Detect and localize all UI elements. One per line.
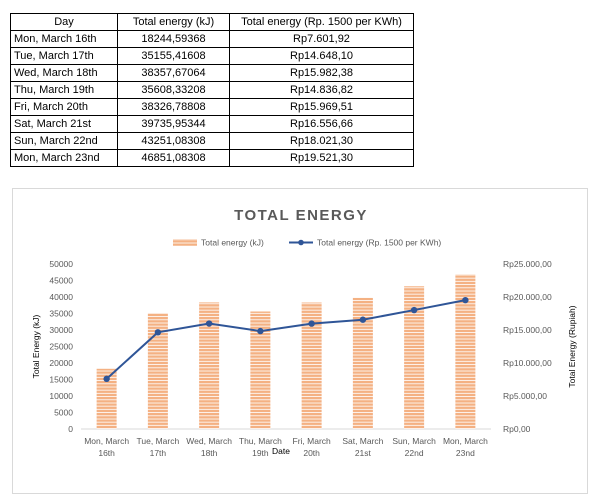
y-axis-title: Total Energy (kJ) bbox=[31, 314, 41, 378]
y2-tick-label: Rp5.000,00 bbox=[503, 391, 547, 401]
cell-energy-kj: 39735,95344 bbox=[117, 115, 230, 133]
y2-tick-label: Rp15.000,00 bbox=[503, 325, 552, 335]
legend-line-label: Total energy (Rp. 1500 per KWh) bbox=[317, 238, 441, 248]
x-tick-label: 20th bbox=[303, 448, 320, 458]
cell-day: Mon, March 16th bbox=[10, 30, 118, 48]
cell-day: Sun, March 22nd bbox=[10, 132, 118, 150]
bar bbox=[404, 286, 425, 429]
table-row: Mon, March 23nd 46851,08308 Rp19.521,30 bbox=[10, 149, 414, 167]
cell-energy-kj: 18244,59368 bbox=[117, 30, 230, 48]
chart-title: TOTAL ENERGY bbox=[234, 207, 368, 224]
y-tick-label: 10000 bbox=[49, 391, 73, 401]
table-row: Mon, March 16th 18244,59368 Rp7.601,92 bbox=[10, 30, 414, 48]
cell-energy-kj: 46851,08308 bbox=[117, 149, 230, 167]
table-header-row: Day Total energy (kJ) Total energy (Rp. … bbox=[10, 13, 414, 31]
cell-energy-rp: Rp14.836,82 bbox=[229, 81, 414, 99]
y-tick-label: 45000 bbox=[49, 276, 73, 286]
x-tick-label: Wed, March bbox=[186, 436, 232, 446]
cell-energy-kj: 35608,33208 bbox=[117, 81, 230, 99]
cell-day: Sat, March 21st bbox=[10, 115, 118, 133]
table-row: Thu, March 19th 35608,33208 Rp14.836,82 bbox=[10, 81, 414, 99]
legend-line-marker bbox=[298, 239, 304, 246]
line-point bbox=[410, 306, 418, 314]
y-tick-label: 15000 bbox=[49, 375, 73, 385]
line-point bbox=[257, 327, 264, 335]
cell-energy-rp: Rp15.969,51 bbox=[229, 98, 414, 116]
y2-axis-title: Total Energy (Rupiah) bbox=[567, 305, 577, 387]
table-row: Fri, March 20th 38326,78808 Rp15.969,51 bbox=[10, 98, 414, 116]
table-row: Sat, March 21st 39735,95344 Rp16.556,66 bbox=[10, 115, 414, 133]
energy-chart: TOTAL ENERGY Total energy (kJ) Total energ… bbox=[31, 207, 577, 458]
cell-day: Mon, March 23nd bbox=[10, 149, 118, 167]
line-point bbox=[359, 316, 367, 323]
table-row: Wed, March 18th 38357,67064 Rp15.982,38 bbox=[10, 64, 414, 82]
x-tick-label: Tue, March bbox=[137, 436, 180, 446]
bar bbox=[199, 302, 220, 429]
header-energy-rp: Total energy (Rp. 1500 per KWh) bbox=[229, 13, 414, 31]
cell-day: Wed, March 18th bbox=[10, 64, 118, 82]
bar bbox=[352, 297, 373, 429]
table-row: Sun, March 22nd 43251,08308 Rp18.021,30 bbox=[10, 132, 414, 150]
x-tick-label: 18th bbox=[201, 448, 218, 458]
header-day: Day bbox=[10, 13, 118, 31]
x-tick-label: Sun, March bbox=[392, 436, 436, 446]
energy-table: Day Total energy (kJ) Total energy (Rp. … bbox=[10, 13, 414, 167]
x-tick-label: Thu, March bbox=[239, 436, 282, 446]
y-tick-label: 5000 bbox=[54, 408, 73, 418]
cell-energy-kj: 43251,08308 bbox=[117, 132, 230, 150]
x-tick-label: Mon, March bbox=[443, 436, 488, 446]
x-tick-label: 16th bbox=[98, 448, 115, 458]
line-point bbox=[154, 329, 162, 336]
chart-container: TOTAL ENERGY Total energy (kJ) Total energ… bbox=[12, 188, 588, 494]
x-tick-label: Mon, March bbox=[84, 436, 129, 446]
bar bbox=[96, 368, 117, 429]
y-tick-label: 0 bbox=[68, 424, 73, 434]
cell-energy-rp: Rp16.556,66 bbox=[229, 115, 414, 133]
x-axis-title: Date bbox=[272, 446, 290, 456]
y2-tick-label: Rp0,00 bbox=[503, 424, 531, 434]
y-tick-label: 35000 bbox=[49, 309, 73, 319]
cell-energy-kj: 38357,67064 bbox=[117, 64, 230, 82]
legend-bar-label: Total energy (kJ) bbox=[201, 238, 264, 248]
bar bbox=[250, 311, 271, 429]
table-row: Tue, March 17th 35155,41608 Rp14.648,10 bbox=[10, 47, 414, 65]
cell-energy-rp: Rp18.021,30 bbox=[229, 132, 414, 150]
line-point bbox=[205, 320, 213, 327]
x-tick-label: 19th bbox=[252, 448, 269, 458]
y2-tick-label: Rp20.000,00 bbox=[503, 292, 552, 302]
y2-tick-label: Rp10.000,00 bbox=[503, 358, 552, 368]
line-point bbox=[308, 320, 315, 327]
cell-day: Tue, March 17th bbox=[10, 47, 118, 65]
y-tick-label: 25000 bbox=[49, 342, 73, 352]
x-tick-label: Fri, March bbox=[293, 436, 332, 446]
x-tick-label: 23nd bbox=[456, 448, 475, 458]
header-energy-kj: Total energy (kJ) bbox=[117, 13, 230, 31]
x-tick-label: 17th bbox=[150, 448, 167, 458]
line-point bbox=[462, 296, 469, 304]
cell-energy-rp: Rp15.982,38 bbox=[229, 64, 414, 82]
y2-tick-label: Rp25.000,00 bbox=[503, 259, 552, 269]
x-tick-label: 21st bbox=[355, 448, 372, 458]
cell-day: Fri, March 20th bbox=[10, 98, 118, 116]
y-tick-label: 50000 bbox=[49, 259, 73, 269]
legend-bar-swatch bbox=[173, 239, 197, 246]
line-point bbox=[103, 375, 110, 383]
cell-energy-kj: 35155,41608 bbox=[117, 47, 230, 65]
bar bbox=[455, 274, 476, 429]
y-tick-label: 20000 bbox=[49, 358, 73, 368]
cell-energy-rp: Rp14.648,10 bbox=[229, 47, 414, 65]
bar bbox=[147, 312, 168, 429]
x-tick-label: Sat, March bbox=[342, 436, 383, 446]
cell-energy-kj: 38326,78808 bbox=[117, 98, 230, 116]
cell-energy-rp: Rp19.521,30 bbox=[229, 149, 414, 167]
cell-day: Thu, March 19th bbox=[10, 81, 118, 99]
bar bbox=[301, 302, 322, 429]
x-tick-label: 22nd bbox=[405, 448, 424, 458]
series-line bbox=[105, 299, 466, 380]
y-tick-label: 40000 bbox=[49, 292, 73, 302]
y-tick-label: 30000 bbox=[49, 325, 73, 335]
cell-energy-rp: Rp7.601,92 bbox=[229, 30, 414, 48]
